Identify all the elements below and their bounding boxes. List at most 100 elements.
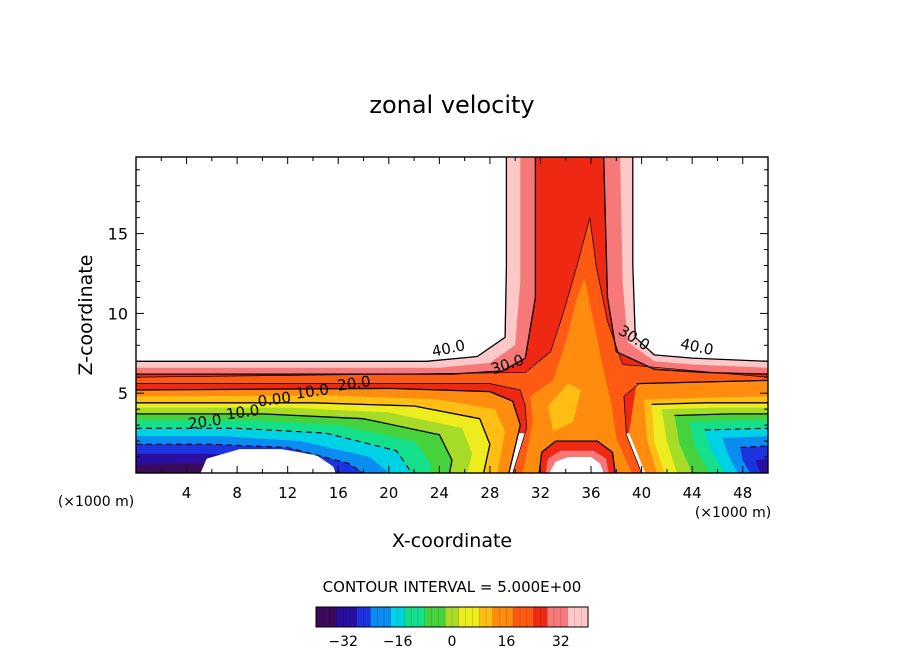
contour-label: 10.0 [225, 401, 261, 423]
contour-label: 20.0 [336, 372, 372, 394]
x-tick-label: 36 [581, 484, 600, 502]
fill-core-20-25 [522, 278, 632, 473]
colorbar-cell [472, 607, 480, 627]
x-tick-label: 48 [733, 484, 752, 502]
x-tick-label: 4 [182, 484, 192, 502]
contour-line-10-right [651, 402, 768, 406]
contour-line-25-upper [136, 217, 768, 378]
colorbar-cell [506, 607, 514, 627]
contour-line-40 [136, 157, 508, 362]
chart-title: zonal velocity [369, 91, 534, 119]
colorbar-cell [397, 607, 405, 627]
colorbar-tick-label: −32 [328, 634, 358, 650]
x-tick-label: 12 [278, 484, 297, 502]
fill-left-white-pocket [200, 449, 336, 473]
colorbar-tick-label: −16 [383, 634, 413, 650]
colorbar-cell [520, 607, 528, 627]
colorbar-cell [363, 607, 371, 627]
colorbar-cell [377, 607, 385, 627]
colorbar-cell [424, 607, 433, 627]
x-tick-label: 16 [329, 484, 348, 502]
colorbar-tick-label: 0 [448, 634, 457, 650]
colorbar-cell [574, 607, 582, 627]
contour-line-20-right [636, 379, 768, 385]
y-axis-label: Z-coordinate [75, 255, 97, 376]
x-tick-label: 32 [531, 484, 550, 502]
colorbar-cell [465, 607, 473, 627]
colorbar-tick-label: 16 [497, 634, 515, 650]
colorbar-cell [492, 607, 501, 627]
colorbar-cell [322, 607, 331, 627]
x-axis-label: X-coordinate [392, 530, 512, 552]
contour-line-neg20-left [136, 443, 364, 473]
contour-line-neg20-right [740, 445, 768, 449]
colorbar-ticks: −32 −16 0 16 32 [328, 634, 569, 650]
x-unit-left: (×1000 m) [58, 494, 134, 510]
fill-core-hot-spot [548, 383, 581, 432]
colorbar-cell [513, 607, 521, 627]
colorbar [315, 607, 589, 627]
x-unit-right: (×1000 m) [695, 505, 771, 521]
fill-right-neg20-25 [755, 458, 768, 473]
colorbar-cell [499, 607, 507, 627]
colorbar-cell [418, 607, 426, 627]
x-tick-label: 20 [379, 484, 398, 502]
colorbar-cell [547, 607, 555, 627]
colorbar-cell [411, 607, 419, 627]
y-axis-ticks: 5 10 15 [108, 169, 768, 458]
contour-line-neg10-right [704, 427, 768, 431]
y-tick-label: 10 [108, 304, 128, 323]
contour-line-0-left [136, 413, 453, 473]
y-tick-label: 15 [108, 225, 128, 244]
contour-line-20-left [136, 387, 521, 473]
x-tick-label: 24 [430, 484, 449, 502]
colorbar-cell [350, 607, 358, 627]
colorbar-cell [554, 607, 562, 627]
y-tick-label: 5 [118, 384, 128, 403]
colorbar-cell [486, 607, 494, 627]
colorbar-cell [390, 607, 399, 627]
contour-line-10-left [136, 402, 491, 473]
contour-label: 20.0 [187, 411, 223, 433]
contour-fill [136, 157, 768, 473]
colorbar-cell [452, 607, 460, 627]
colorbar-cell [560, 607, 569, 627]
colorbar-cell [458, 607, 467, 627]
colorbar-cell [329, 607, 337, 627]
colorbar-frame [315, 606, 589, 628]
contour-label: 0.00 [257, 388, 293, 410]
contour-lines [136, 157, 768, 473]
colorbar-cell [370, 607, 378, 627]
contour-line-30-bottom [538, 440, 616, 473]
contour-line-0-right [674, 413, 768, 417]
fill-bottom-white-pocket [549, 457, 604, 473]
plot-frame [135, 156, 769, 474]
x-tick-label: 8 [232, 484, 242, 502]
colorbar-cell [581, 607, 589, 627]
colorbar-cell [384, 607, 392, 627]
contour-line-neg10-left [136, 427, 413, 473]
colorbar-cell [316, 607, 324, 627]
contour-line-25-core [136, 383, 527, 473]
colorbar-cell [438, 607, 446, 627]
colorbar-cell [567, 607, 575, 627]
x-tick-label: 40 [632, 484, 651, 502]
colorbar-cell [356, 607, 365, 627]
colorbar-cell [479, 607, 487, 627]
contour-label: 10.0 [294, 380, 330, 402]
colorbar-cell [445, 607, 453, 627]
colorbar-cell [533, 607, 541, 627]
contour-interval-text: CONTOUR INTERVAL = 5.000E+00 [323, 578, 582, 596]
colorbar-cell [540, 607, 548, 627]
x-tick-label: 28 [480, 484, 499, 502]
colorbar-cell [404, 607, 412, 627]
colorbar-tick-label: 32 [552, 634, 570, 650]
colorbar-cell [526, 607, 535, 627]
contour-line-40-right [632, 157, 768, 362]
colorbar-cell [343, 607, 351, 627]
x-axis-ticks: 4 8 12 16 20 24 28 32 36 40 44 48 [160, 157, 752, 502]
colorbar-cell [336, 607, 344, 627]
colorbar-cell [431, 607, 439, 627]
